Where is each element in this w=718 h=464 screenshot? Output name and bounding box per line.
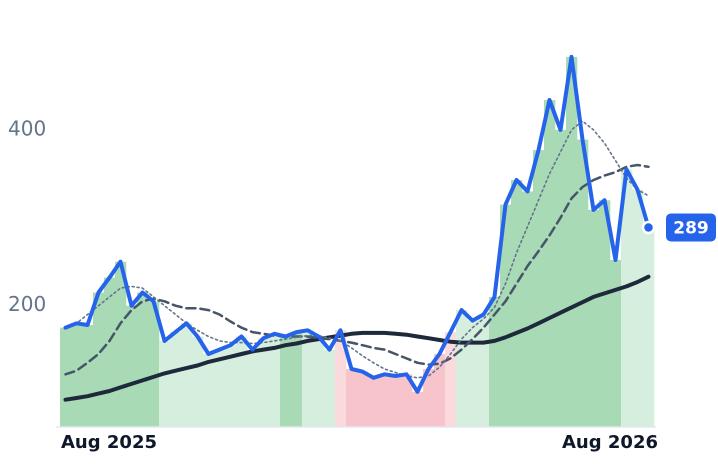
y-tick-label: 400 — [8, 116, 46, 140]
last-point — [641, 220, 656, 235]
regime-band — [423, 368, 435, 427]
regime-band — [236, 336, 248, 427]
series-line — [64, 163, 650, 376]
y-tick-label: 200 — [8, 292, 46, 316]
regime-band — [478, 314, 490, 427]
regime-band — [511, 179, 523, 427]
regime-band — [555, 129, 567, 427]
regime-band — [181, 323, 193, 427]
regime-band — [445, 332, 457, 427]
regime-band — [115, 261, 127, 427]
regime-band — [566, 56, 578, 428]
regime-band — [390, 376, 402, 427]
regime-band — [456, 310, 468, 427]
last-value-badge — [666, 213, 716, 242]
regime-band — [489, 296, 501, 427]
regime-band — [357, 371, 369, 427]
regime-band — [159, 340, 171, 427]
regime-band — [203, 354, 215, 427]
regime-band — [313, 336, 325, 427]
series-line — [63, 274, 651, 402]
regime-band — [643, 227, 655, 427]
regime-band — [467, 320, 479, 427]
regime-band — [93, 292, 105, 427]
regime-band — [588, 209, 600, 427]
x-tick-label: Aug 2025 — [61, 432, 157, 453]
regime-band — [544, 99, 556, 427]
series-line — [63, 54, 651, 394]
regime-band — [610, 259, 622, 427]
regime-band — [379, 374, 391, 427]
regime-band — [148, 301, 160, 427]
regime-band — [412, 391, 424, 427]
regime-band — [500, 204, 512, 427]
regime-band — [291, 332, 303, 427]
regime-band — [126, 305, 138, 427]
regime-band — [280, 336, 292, 427]
regime-band — [104, 277, 116, 427]
regime-band — [60, 327, 72, 427]
last-value-label: 289 — [673, 218, 709, 238]
series-line — [64, 120, 650, 379]
regime-band — [225, 345, 237, 427]
regime-band — [335, 330, 347, 427]
regime-band — [346, 368, 358, 427]
regime-band — [302, 330, 314, 427]
regime-band — [269, 333, 281, 427]
regime-band — [71, 323, 83, 427]
regime-band — [170, 332, 182, 427]
regime-band — [434, 354, 446, 427]
regime-band — [137, 292, 149, 427]
regime-band — [533, 150, 545, 427]
regime-band — [258, 338, 270, 427]
regime-band — [621, 169, 633, 427]
regime-band — [522, 191, 534, 427]
regime-band — [247, 349, 259, 427]
regime-band — [368, 377, 380, 427]
regime-band — [214, 349, 226, 427]
regime-band — [599, 200, 611, 427]
regime-band — [401, 374, 413, 427]
regime-band — [632, 189, 644, 427]
regime-band — [82, 325, 94, 427]
regime-band — [192, 336, 204, 427]
regime-band — [324, 349, 336, 427]
regime-band — [577, 139, 589, 428]
x-tick-label: Aug 2026 — [562, 432, 658, 453]
